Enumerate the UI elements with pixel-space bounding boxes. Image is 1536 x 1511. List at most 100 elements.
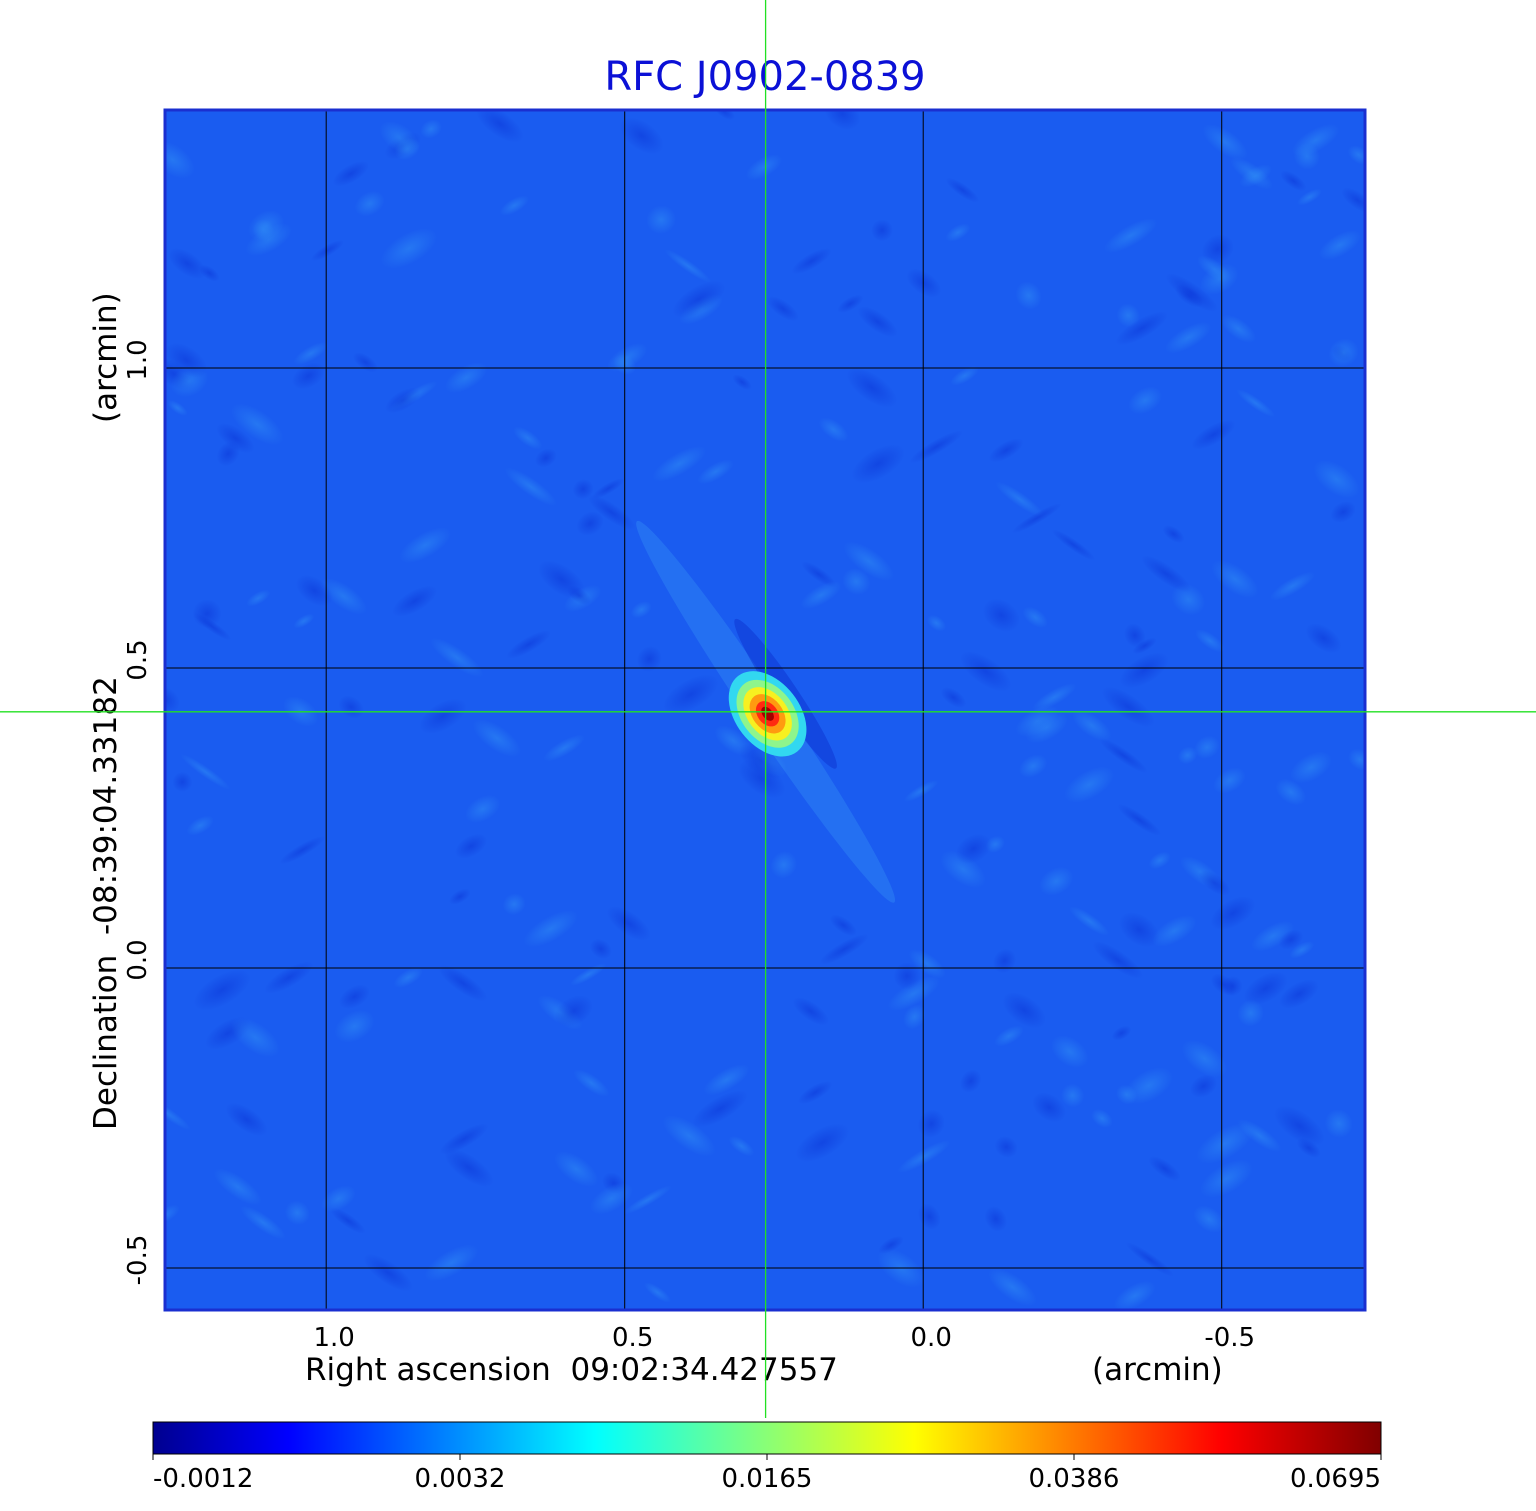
noise-blob xyxy=(573,1069,610,1097)
noise-blob xyxy=(672,280,726,319)
noise-blob xyxy=(662,1115,716,1157)
noise-blob xyxy=(1198,870,1231,896)
noise-blob xyxy=(193,969,251,1011)
noise-blob xyxy=(644,1282,672,1303)
noise-blob xyxy=(1278,929,1304,950)
noise-blob xyxy=(739,743,784,780)
noise-blob xyxy=(1064,766,1115,803)
noise-blob xyxy=(791,248,832,275)
noise-blob xyxy=(940,687,967,709)
noise-blob xyxy=(1348,748,1365,771)
noise-blob xyxy=(293,613,315,629)
noise-blob xyxy=(1330,501,1356,523)
noise-blob xyxy=(1278,979,1319,1009)
noise-blob xyxy=(1297,188,1322,206)
noise-blob xyxy=(392,585,438,617)
noise-blob xyxy=(438,964,488,1002)
noise-blob xyxy=(1099,737,1148,774)
noise-blob xyxy=(1243,971,1288,1006)
noise-blob xyxy=(917,1109,945,1138)
noise-blob xyxy=(1069,906,1110,936)
noise-blob xyxy=(295,574,334,607)
noise-blob xyxy=(1092,941,1144,979)
noise-blob xyxy=(1132,637,1157,655)
y-tick-label: 0.5 xyxy=(123,639,153,680)
colorbar-tick-label: 0.0386 xyxy=(1029,1464,1120,1494)
noise-blob xyxy=(662,674,719,715)
colorbar-tick-label: 0.0695 xyxy=(1290,1464,1381,1494)
noise-blob xyxy=(1251,920,1295,952)
noise-blob xyxy=(310,239,345,262)
noise-blob xyxy=(334,1009,375,1043)
noise-blob xyxy=(664,249,712,283)
noise-blob xyxy=(543,734,585,762)
noise-blob xyxy=(1117,803,1162,836)
noise-blob xyxy=(1313,460,1360,499)
noise-blob xyxy=(636,645,662,673)
noise-blob xyxy=(994,1025,1024,1047)
noise-blob xyxy=(225,1102,268,1137)
noise-blob xyxy=(745,154,783,181)
noise-blob xyxy=(792,997,830,1026)
noise-blob xyxy=(180,753,231,790)
noise-blob xyxy=(801,561,837,588)
noise-blob xyxy=(1164,321,1212,354)
noise-blob xyxy=(330,1207,366,1234)
noise-blob xyxy=(363,1253,414,1292)
noise-blob xyxy=(167,247,207,280)
noise-blob xyxy=(1115,311,1169,346)
noise-blob xyxy=(950,366,979,386)
noise-blob xyxy=(1103,218,1158,254)
noise-blob xyxy=(1213,767,1246,794)
noise-blob xyxy=(589,1182,633,1215)
noise-blob xyxy=(607,343,648,372)
noise-blob xyxy=(984,1205,1008,1232)
noise-blob xyxy=(955,833,992,864)
noise-blob xyxy=(1199,1159,1253,1198)
noise-blob xyxy=(908,949,946,979)
noise-blob xyxy=(279,835,326,865)
noise-blob xyxy=(982,598,1020,633)
noise-blob xyxy=(1289,941,1315,959)
noise-blob xyxy=(352,352,378,373)
noise-blob xyxy=(1032,1092,1067,1123)
noise-blob xyxy=(1148,851,1171,870)
noise-blob xyxy=(506,630,552,659)
noise-blob xyxy=(1152,915,1197,947)
noise-blob xyxy=(906,268,942,298)
noise-blob xyxy=(230,1017,280,1058)
noise-blob xyxy=(424,1244,479,1282)
noise-blob xyxy=(504,467,557,506)
noise-blob xyxy=(1193,1205,1225,1233)
noise-blob xyxy=(1051,529,1096,561)
colorbar-tick-label: -0.0012 xyxy=(153,1464,253,1494)
noise-blob xyxy=(697,459,734,485)
noise-blob xyxy=(1162,525,1185,544)
noise-blob xyxy=(587,494,636,531)
noise-blob xyxy=(1230,157,1273,190)
noise-blob xyxy=(994,1135,1018,1158)
noise-blob xyxy=(1050,1035,1089,1069)
noise-blob xyxy=(444,362,488,393)
noise-blob xyxy=(380,228,438,269)
noise-blob xyxy=(646,205,677,235)
noise-blob xyxy=(186,815,214,836)
noise-blob xyxy=(851,444,905,484)
noise-blob xyxy=(393,967,423,988)
noise-blob xyxy=(502,893,526,916)
noise-blob xyxy=(945,177,980,203)
y-tick-labels: 1.0 0.5 0.0 -0.5 xyxy=(123,339,153,1285)
noise-blob xyxy=(1237,999,1264,1027)
noise-blob xyxy=(829,914,857,937)
noise-blob xyxy=(240,1205,286,1240)
noise-blob xyxy=(165,342,208,378)
noise-blob xyxy=(606,906,651,941)
y-tick-label: 0.0 xyxy=(123,939,153,980)
noise-blob xyxy=(216,422,255,454)
noise-blob xyxy=(1202,124,1248,160)
noise-blob xyxy=(619,117,664,155)
noise-blob xyxy=(576,511,604,536)
noise-blob xyxy=(1328,338,1359,368)
noise-blob xyxy=(770,851,798,879)
noise-blob xyxy=(1199,263,1239,295)
